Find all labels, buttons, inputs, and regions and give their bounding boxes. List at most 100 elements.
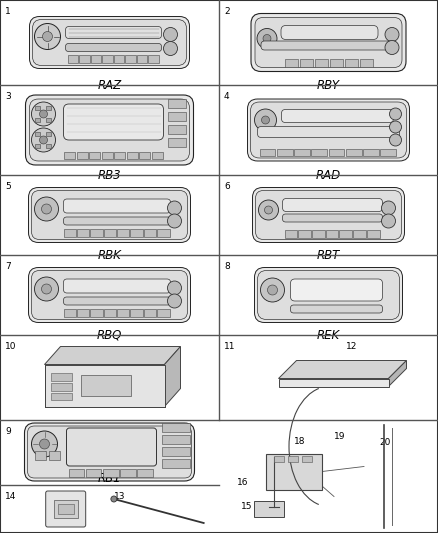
Ellipse shape — [265, 206, 272, 214]
Bar — [131, 309, 143, 317]
Bar — [50, 383, 72, 391]
Bar — [102, 54, 113, 62]
Text: 15: 15 — [241, 502, 252, 511]
FancyBboxPatch shape — [283, 214, 382, 222]
Bar — [46, 144, 51, 148]
Text: 16: 16 — [237, 478, 248, 487]
FancyBboxPatch shape — [247, 99, 410, 161]
Text: REK: REK — [317, 329, 340, 342]
Bar — [345, 59, 357, 67]
Text: RAD: RAD — [316, 169, 341, 182]
FancyBboxPatch shape — [28, 188, 191, 243]
Bar — [298, 230, 311, 238]
Bar — [274, 456, 284, 462]
Bar — [360, 59, 372, 67]
Text: 7: 7 — [5, 262, 11, 271]
Bar — [148, 54, 159, 62]
Ellipse shape — [167, 294, 181, 308]
Ellipse shape — [163, 42, 177, 55]
Bar — [279, 378, 389, 386]
Bar — [64, 152, 75, 159]
FancyBboxPatch shape — [290, 305, 382, 313]
Bar — [104, 309, 116, 317]
Text: RBQ: RBQ — [97, 329, 122, 342]
FancyBboxPatch shape — [261, 41, 396, 50]
Ellipse shape — [32, 431, 57, 457]
Bar — [139, 152, 150, 159]
Ellipse shape — [385, 41, 399, 54]
Bar — [277, 149, 293, 156]
Bar — [363, 149, 379, 156]
FancyBboxPatch shape — [64, 217, 170, 225]
Text: 4: 4 — [224, 92, 230, 101]
FancyBboxPatch shape — [64, 199, 170, 213]
Text: 14: 14 — [5, 492, 16, 501]
Bar — [35, 107, 40, 110]
FancyBboxPatch shape — [64, 104, 163, 140]
FancyBboxPatch shape — [282, 109, 393, 123]
Text: XXXXXXXXXXX: XXXXXXXXXXX — [319, 203, 346, 207]
Bar — [137, 469, 153, 477]
Bar — [91, 54, 101, 62]
FancyBboxPatch shape — [258, 126, 399, 138]
Bar — [162, 459, 190, 468]
Bar — [90, 309, 102, 317]
FancyBboxPatch shape — [28, 426, 191, 478]
Text: 2: 2 — [224, 7, 230, 16]
FancyBboxPatch shape — [251, 102, 406, 158]
Bar — [314, 59, 328, 67]
Bar — [162, 423, 190, 432]
Polygon shape — [165, 346, 180, 407]
Bar — [103, 469, 119, 477]
Text: 5: 5 — [5, 182, 11, 191]
Text: XXXXXXXXXXXXXXX: XXXXXXXXXXXXXXX — [99, 284, 135, 288]
Ellipse shape — [32, 128, 56, 152]
FancyBboxPatch shape — [29, 99, 190, 161]
FancyBboxPatch shape — [25, 95, 194, 165]
FancyBboxPatch shape — [29, 17, 190, 69]
Ellipse shape — [167, 201, 181, 215]
Ellipse shape — [263, 35, 271, 43]
Bar — [302, 456, 312, 462]
Text: 20: 20 — [379, 438, 390, 447]
Bar — [167, 125, 186, 134]
Text: 9: 9 — [5, 427, 11, 436]
FancyBboxPatch shape — [28, 268, 191, 322]
FancyBboxPatch shape — [66, 27, 162, 38]
Bar — [266, 454, 322, 489]
Ellipse shape — [261, 278, 285, 302]
Bar — [285, 59, 297, 67]
Bar — [353, 230, 366, 238]
Bar — [77, 229, 89, 237]
FancyBboxPatch shape — [32, 20, 187, 66]
FancyBboxPatch shape — [25, 423, 194, 481]
Text: 3: 3 — [5, 92, 11, 101]
Bar — [157, 309, 170, 317]
Text: 18: 18 — [294, 437, 305, 446]
Text: XXXXXXXXXXXXXXX: XXXXXXXXXXXXXXX — [320, 114, 355, 118]
Bar — [312, 230, 325, 238]
Bar — [254, 500, 284, 516]
Bar — [50, 393, 72, 400]
FancyBboxPatch shape — [251, 13, 406, 71]
Bar — [380, 149, 396, 156]
Bar — [131, 229, 143, 237]
FancyBboxPatch shape — [64, 279, 170, 293]
Bar — [77, 309, 89, 317]
Bar — [35, 451, 46, 460]
FancyBboxPatch shape — [67, 428, 156, 466]
Bar — [157, 229, 170, 237]
Bar — [77, 152, 88, 159]
Ellipse shape — [167, 214, 181, 228]
FancyBboxPatch shape — [66, 44, 162, 52]
Bar — [285, 230, 297, 238]
FancyBboxPatch shape — [281, 26, 378, 39]
Bar — [137, 54, 147, 62]
Bar — [102, 152, 113, 159]
Bar — [68, 469, 84, 477]
Text: 10: 10 — [5, 342, 17, 351]
Bar — [35, 144, 40, 148]
Ellipse shape — [389, 108, 402, 120]
Bar — [114, 152, 125, 159]
Bar — [117, 229, 129, 237]
